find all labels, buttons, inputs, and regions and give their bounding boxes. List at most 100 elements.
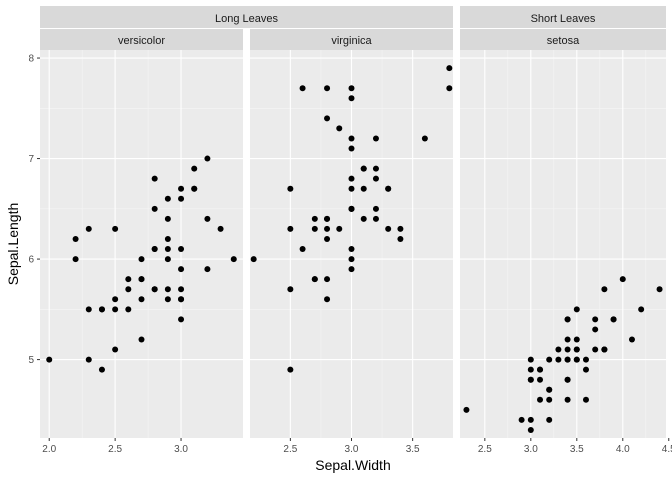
x-tick-label: 4.5	[662, 444, 672, 455]
data-point	[348, 246, 355, 253]
data-point	[537, 366, 544, 373]
strip-setosa: setosa	[460, 29, 666, 50]
x-tick-label: 4.0	[616, 444, 630, 455]
data-point	[112, 346, 119, 353]
data-point	[112, 296, 119, 303]
data-point	[191, 185, 198, 192]
data-point	[527, 426, 534, 433]
data-point	[555, 356, 562, 363]
data-point	[112, 225, 119, 232]
data-point	[151, 175, 158, 182]
data-point	[397, 225, 404, 232]
data-point	[372, 175, 379, 182]
y-tick-label: 5	[28, 355, 34, 366]
x-tick-label: 2.5	[283, 444, 297, 455]
data-point	[592, 326, 599, 333]
data-point	[138, 276, 145, 283]
strip-label: virginica	[331, 35, 372, 47]
data-point	[360, 165, 367, 172]
data-point	[299, 246, 306, 253]
data-point	[582, 366, 589, 373]
data-point	[564, 356, 571, 363]
data-point	[555, 346, 562, 353]
strip-background	[40, 29, 243, 50]
data-point	[287, 286, 294, 293]
data-point	[125, 276, 132, 283]
data-point	[360, 215, 367, 222]
data-point	[582, 396, 589, 403]
data-point	[372, 205, 379, 212]
data-point	[336, 225, 343, 232]
data-point	[348, 185, 355, 192]
data-point	[628, 336, 635, 343]
data-point	[656, 286, 663, 293]
data-point	[372, 135, 379, 142]
data-point	[178, 266, 185, 273]
data-point	[446, 65, 453, 72]
data-point	[592, 316, 599, 323]
axis-layer: 2.0 2.5 3.0 2.5 3.0 3.5 2.5 3.0 3.5 4.0 4.5 5 6 7 8	[28, 54, 672, 455]
data-point	[112, 306, 119, 313]
data-point	[191, 165, 198, 172]
data-point	[421, 135, 428, 142]
data-point	[324, 235, 331, 242]
data-point	[527, 416, 534, 423]
data-point	[527, 376, 534, 383]
data-point	[125, 286, 132, 293]
data-point	[348, 205, 355, 212]
data-point	[230, 256, 237, 263]
data-point	[324, 215, 331, 222]
data-point	[151, 246, 158, 253]
data-point	[217, 225, 224, 232]
data-point	[573, 356, 580, 363]
data-point	[46, 356, 53, 363]
data-point	[348, 145, 355, 152]
group-strip-background	[460, 6, 666, 28]
data-point	[546, 356, 553, 363]
data-point	[299, 85, 306, 92]
data-point	[446, 85, 453, 92]
data-point	[72, 235, 79, 242]
data-point	[204, 155, 211, 162]
data-point	[564, 396, 571, 403]
data-point	[527, 366, 534, 373]
data-point	[385, 225, 392, 232]
data-point	[324, 276, 331, 283]
x-tick-label: 3.5	[406, 444, 420, 455]
data-point	[324, 296, 331, 303]
x-tick-label: 3.5	[570, 444, 584, 455]
data-point	[164, 296, 171, 303]
strip-layer: versicolor virginica Long Leaves setosa Shor…	[40, 6, 666, 50]
data-point	[250, 256, 257, 263]
data-point	[98, 306, 105, 313]
data-point	[527, 356, 534, 363]
data-point	[573, 306, 580, 313]
y-tick-label: 7	[28, 154, 34, 165]
data-point	[178, 316, 185, 323]
group-strip-label: Short Leaves	[531, 13, 596, 25]
data-point	[463, 406, 470, 413]
data-point	[336, 125, 343, 132]
data-point	[164, 215, 171, 222]
data-point	[546, 416, 553, 423]
data-point	[324, 225, 331, 232]
group-strip-label: Long Leaves	[215, 13, 278, 25]
strip-background	[460, 29, 666, 50]
data-point	[564, 346, 571, 353]
data-point	[564, 316, 571, 323]
data-point	[204, 266, 211, 273]
x-tick-label: 3.0	[345, 444, 359, 455]
y-axis-title: Sepal.Length	[5, 203, 21, 286]
data-point	[311, 225, 318, 232]
data-point	[546, 396, 553, 403]
group-strip-short-leaves: Short Leaves	[460, 6, 666, 28]
data-point	[85, 356, 92, 363]
data-point	[385, 185, 392, 192]
data-point	[601, 286, 608, 293]
x-tick-label: 2.0	[42, 444, 56, 455]
y-tick-label: 8	[28, 54, 34, 65]
group-strip-long-leaves: Long Leaves	[40, 6, 453, 28]
data-point	[537, 396, 544, 403]
data-point	[564, 336, 571, 343]
